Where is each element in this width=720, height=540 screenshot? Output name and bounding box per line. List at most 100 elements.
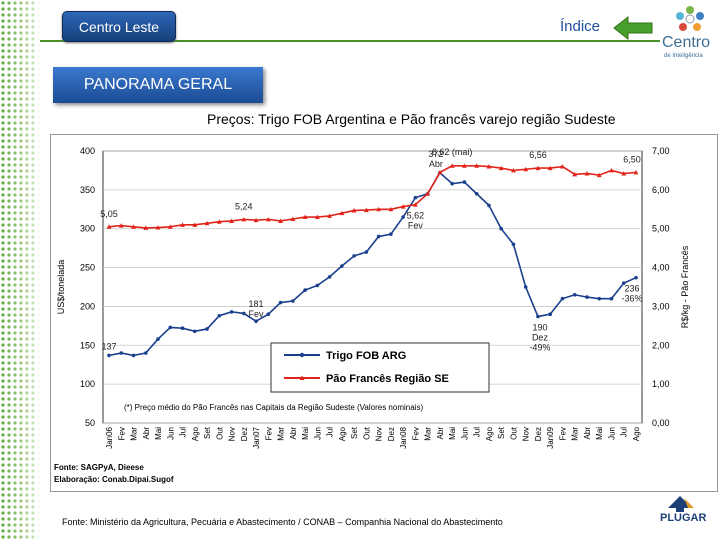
data-label: 181: [249, 299, 264, 309]
y2-tick-label: 4,00: [652, 263, 670, 273]
index-link[interactable]: Índice: [560, 18, 601, 35]
data-point: [303, 288, 307, 292]
data-point: [437, 169, 443, 175]
data-point: [633, 169, 639, 175]
y2-tick-label: 7,00: [652, 146, 670, 156]
x-tick-label: Mar: [571, 427, 580, 441]
logo-subtext: de Inteligência: [664, 53, 703, 59]
x-tick-label: Jun: [460, 427, 469, 440]
back-arrow-icon[interactable]: [612, 14, 656, 42]
x-tick-label: Abr: [289, 427, 298, 440]
data-point: [376, 206, 382, 212]
x-tick-label: Ago: [191, 426, 200, 441]
data-point: [449, 163, 455, 168]
data-point: [205, 327, 209, 331]
data-point: [486, 164, 492, 169]
data-point: [413, 195, 418, 200]
data-point: [107, 353, 111, 358]
data-point: [547, 165, 553, 171]
data-point: [609, 296, 614, 301]
y2-tick-label: 0,00: [652, 418, 670, 428]
data-point: [572, 171, 578, 177]
chart-frame: [50, 134, 718, 492]
data-point: [314, 214, 320, 220]
x-tick-label: Abr: [436, 427, 445, 440]
data-point: [584, 171, 590, 176]
price-chart: 400 350 300 250 200 150 100 50 7,00 6,00 5,00 4,00 3…: [54, 146, 690, 484]
data-point: [192, 329, 197, 334]
region-button[interactable]: Centro Leste: [62, 11, 176, 42]
x-tick-label: Mai: [301, 427, 310, 440]
data-point: [327, 213, 333, 218]
plugar-logo-text: PLUGAR: [660, 512, 707, 524]
data-point: [265, 216, 271, 222]
centro-logo-icon: [676, 6, 704, 31]
data-point: [180, 222, 185, 227]
y2-tick-label: 5,00: [652, 224, 670, 234]
data-point: [217, 313, 222, 318]
data-point: [168, 325, 173, 330]
dot-pattern-fade: [0, 0, 40, 540]
data-point: [266, 312, 271, 316]
y-axis-label: US$/tonelada: [56, 260, 66, 315]
data-point: [143, 351, 148, 355]
data-point: [364, 250, 369, 254]
legend-box: [270, 342, 490, 393]
data-point: [119, 351, 124, 355]
data-point: [487, 203, 491, 208]
x-tick-label: Jan06: [105, 426, 114, 448]
data-point: [401, 215, 405, 219]
series-line: [108, 164, 637, 229]
y-tick-label: 150: [80, 340, 95, 350]
y-tick-label: 200: [80, 301, 95, 311]
data-label: 5,24: [235, 201, 253, 211]
legend-label-pao: Pão Francês Região SE: [326, 373, 449, 385]
data-point: [388, 206, 394, 212]
x-tick-label: Mar: [424, 427, 433, 441]
data-point: [572, 292, 577, 297]
data-point: [412, 202, 418, 207]
data-point: [192, 222, 198, 227]
data-label: 6,62 (mai): [432, 147, 473, 157]
legend-marker-pao: [299, 375, 305, 380]
data-point: [242, 311, 246, 316]
data-point: [253, 217, 259, 223]
plugar-logo-icon: [668, 496, 694, 512]
data-label: 5,62: [407, 211, 425, 221]
data-point: [351, 208, 357, 213]
data-label: 5,05: [100, 209, 118, 219]
data-point: [535, 165, 541, 171]
x-tick-label: Jun: [607, 427, 616, 440]
y2-axis-label: R$/kg - Pão Francês: [680, 245, 690, 328]
data-point: [352, 254, 356, 258]
x-tick-label: Dez: [240, 427, 249, 441]
data-point: [548, 312, 553, 316]
data-point: [560, 164, 565, 169]
x-tick-label: Out: [509, 426, 518, 440]
data-point: [376, 234, 381, 239]
data-point: [155, 225, 161, 230]
y-tick-label: 400: [80, 146, 95, 156]
data-label: 137: [101, 341, 116, 351]
data-point: [241, 216, 247, 222]
x-tick-label: Ago: [338, 426, 347, 441]
data-label: 6,50: [623, 154, 641, 164]
x-tick-label: Out: [215, 426, 224, 440]
x-tick-label: Abr: [142, 427, 151, 440]
data-label-sub: Fev: [249, 309, 265, 319]
y2-tick-label: 6,00: [652, 185, 670, 195]
x-tick-label: Set: [497, 426, 506, 439]
data-label: 190: [532, 323, 547, 333]
data-point: [474, 163, 480, 168]
x-tick-label: Jul: [473, 427, 482, 437]
y2-tick-label: 2,00: [652, 340, 670, 350]
x-tick-label: Ago: [485, 426, 494, 441]
data-point: [131, 353, 136, 358]
data-point: [536, 314, 540, 319]
x-tick-label: Mar: [277, 427, 286, 441]
data-point: [597, 296, 602, 301]
chart-note: (*) Preço médio do Pão Francês nas Capit…: [124, 403, 423, 412]
x-tick-label: Jul: [179, 427, 188, 437]
x-tick-label: Dez: [534, 427, 543, 441]
x-tick-label: Dez: [387, 427, 396, 441]
